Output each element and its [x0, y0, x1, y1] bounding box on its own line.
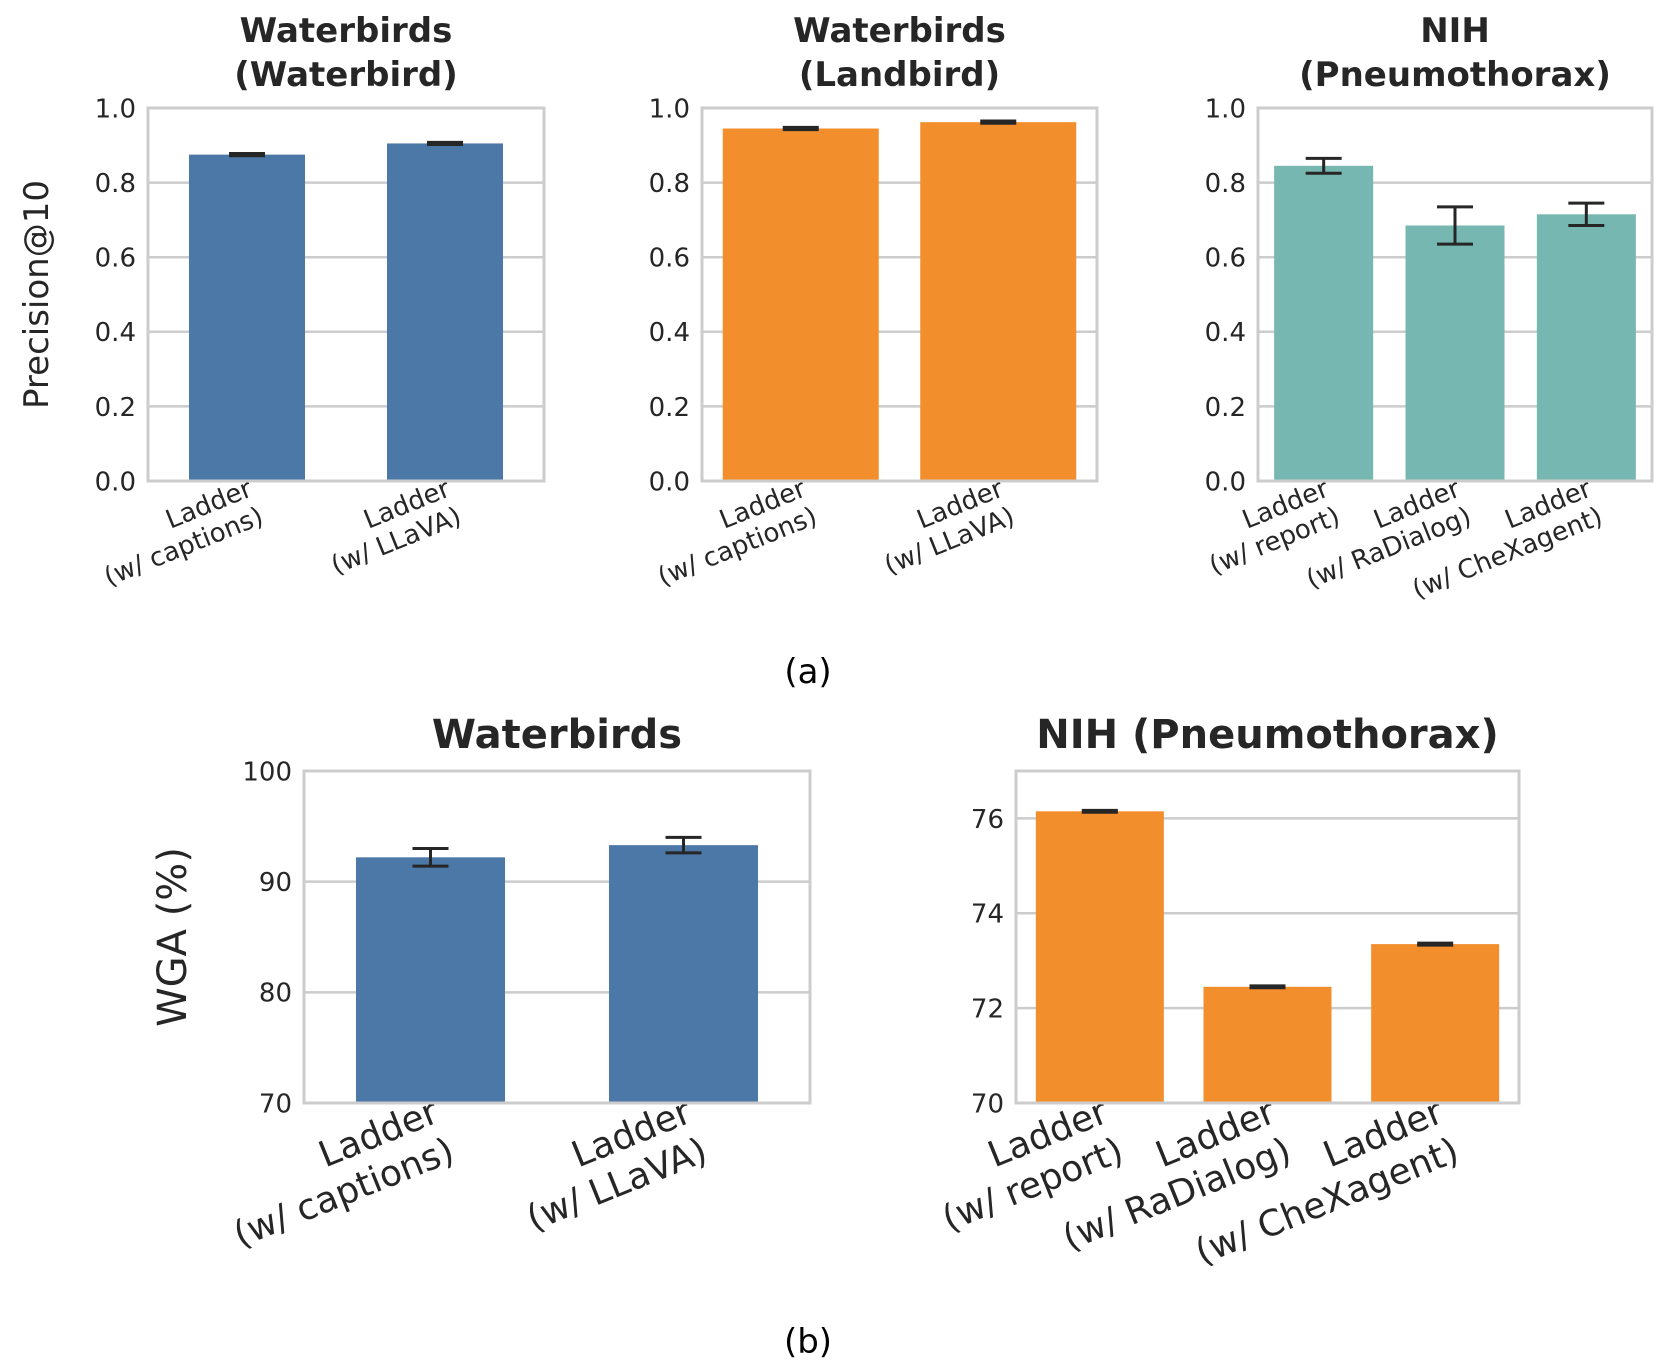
y-tick-label: 0.8 — [649, 169, 690, 199]
chart-title: Waterbirds — [240, 11, 453, 51]
y-tick-label: 0.6 — [649, 244, 690, 274]
y-tick-label: 70 — [971, 1089, 1004, 1119]
y-tick-label: 0.8 — [1205, 169, 1246, 199]
bar — [189, 154, 305, 481]
chart-title: NIH (Pneumothorax) — [1036, 712, 1498, 758]
plot-frame — [1256, 106, 1654, 483]
bar — [1035, 811, 1164, 1103]
bar — [387, 143, 503, 481]
y-tick-label: 80 — [259, 979, 292, 1009]
y-tick-label: 76 — [971, 805, 1004, 835]
chart-panels: 0.0 0.2 0.4 0.6 0.8 1.0 Ladder(w/ captions) Lad… — [17, 11, 1654, 1273]
y-tick-label: 72 — [971, 995, 1004, 1025]
bar — [1274, 165, 1374, 481]
bar — [722, 128, 879, 481]
y-tick-label: 1.0 — [95, 94, 136, 124]
y-tick-label: 0.0 — [649, 467, 690, 497]
y-tick-label: 74 — [971, 900, 1004, 930]
y-tick-label: 0.4 — [649, 318, 690, 348]
y-tick-label: 0.0 — [1205, 467, 1246, 497]
y-tick-label: 0.2 — [649, 393, 690, 423]
chart-title: NIH — [1420, 11, 1490, 51]
y-axis-label: WGA (%) — [150, 847, 196, 1027]
plot-frame — [1014, 769, 1521, 1105]
bar — [609, 845, 758, 1103]
y-tick-label: 0.2 — [95, 393, 136, 423]
caption-a: (a) — [784, 652, 831, 692]
y-tick-label: 0.4 — [95, 318, 136, 348]
chart-title: (Landbird) — [799, 55, 1000, 95]
caption-b: (b) — [784, 1322, 832, 1362]
bar — [1203, 986, 1332, 1103]
y-axis-label: Precision@10 — [17, 180, 57, 409]
bar — [1536, 214, 1636, 481]
y-tick-label: 0.6 — [95, 244, 136, 274]
y-tick-label: 0.2 — [1205, 393, 1246, 423]
y-tick-label: 90 — [259, 868, 292, 898]
x-tick-label: Ladder(w/ LLaVA) — [327, 474, 466, 581]
x-tick-label: Ladder(w/ LLaVA) — [521, 1091, 713, 1239]
plot-frame — [700, 106, 1099, 483]
y-tick-label: 0.6 — [1205, 244, 1246, 274]
chart-title: Waterbirds — [432, 712, 682, 758]
bar — [1405, 225, 1505, 481]
plot-frame — [146, 106, 546, 483]
bar — [356, 857, 505, 1103]
y-tick-label: 0.8 — [95, 169, 136, 199]
chart-panel-4: 70 80 90 100 Ladder(w/ captions) Ladder(w/ LL… — [150, 712, 812, 1256]
y-tick-label: 0.4 — [1205, 318, 1246, 348]
plot-frame — [302, 769, 812, 1105]
y-tick-label: 1.0 — [649, 94, 690, 124]
y-tick-label: 1.0 — [1205, 94, 1246, 124]
x-tick-label: Ladder(w/ captions) — [228, 1091, 460, 1256]
chart-title: (Waterbird) — [234, 55, 458, 95]
y-tick-label: 70 — [259, 1089, 292, 1119]
y-tick-label: 0.0 — [95, 467, 136, 497]
y-tick-label: 100 — [242, 757, 292, 787]
chart-title: (Pneumothorax) — [1299, 55, 1611, 95]
bar — [920, 122, 1077, 481]
chart-title: Waterbirds — [793, 11, 1006, 51]
bar — [1371, 944, 1500, 1103]
x-tick-label: Ladder(w/ LLaVA) — [880, 474, 1019, 581]
